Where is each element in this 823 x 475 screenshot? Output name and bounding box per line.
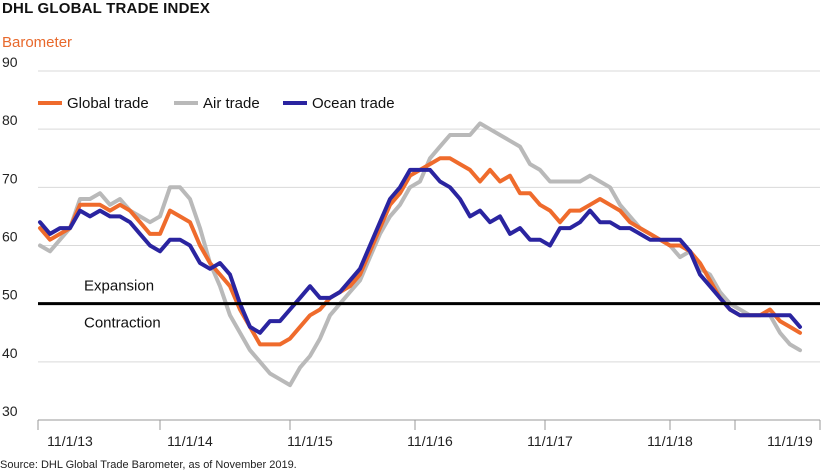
y-tick-label: 40 bbox=[2, 345, 18, 361]
y-tick-label: 70 bbox=[2, 170, 18, 186]
x-axis: 11/1/13 11/1/14 11/1/15 11/1/16 11/1/17 11/1/… bbox=[37, 419, 821, 449]
chart-subtitle: Barometer bbox=[2, 34, 73, 51]
grid-lines bbox=[38, 70, 820, 421]
source-note: Source: DHL Global Trade Barometer, as o… bbox=[0, 459, 297, 471]
y-axis: 90 80 70 60 50 40 30 bbox=[2, 54, 18, 419]
x-tick-label: 11/1/17 bbox=[527, 433, 573, 449]
series-line-ocean-trade bbox=[38, 167, 802, 335]
y-tick-label: 90 bbox=[2, 54, 18, 70]
expansion-label: Expansion bbox=[84, 278, 154, 295]
x-tick-label: 11/1/16 bbox=[407, 433, 453, 449]
y-tick-label: 60 bbox=[2, 229, 18, 245]
legend-label: Ocean trade bbox=[312, 95, 395, 112]
x-tick-label: 11/1/18 bbox=[647, 433, 693, 449]
x-tick-label: 11/1/19 bbox=[767, 433, 813, 449]
y-tick-label: 80 bbox=[2, 112, 18, 128]
x-tick-label: 11/1/15 bbox=[287, 433, 333, 449]
legend: Global trade Air trade Ocean trade bbox=[38, 95, 395, 112]
x-tick-label: 11/1/13 bbox=[47, 433, 93, 449]
chart-title: DHL GLOBAL TRADE INDEX bbox=[2, 0, 211, 17]
reference-line: Expansion Contraction bbox=[38, 278, 820, 332]
series-lines bbox=[38, 121, 802, 388]
legend-label: Air trade bbox=[203, 95, 260, 112]
x-tick-label: 11/1/14 bbox=[167, 433, 213, 449]
y-tick-label: 50 bbox=[2, 287, 18, 303]
legend-label: Global trade bbox=[67, 95, 149, 112]
y-tick-label: 30 bbox=[2, 403, 18, 419]
contraction-label: Contraction bbox=[84, 315, 161, 332]
series-line-air-trade bbox=[38, 121, 802, 388]
